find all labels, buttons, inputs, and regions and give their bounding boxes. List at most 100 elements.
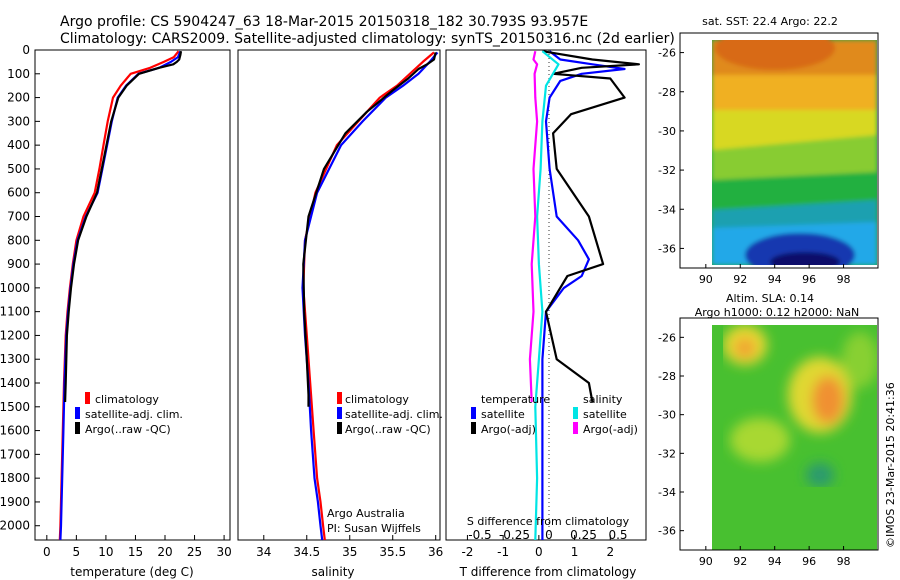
x-tick-label: -1 bbox=[497, 545, 509, 559]
legend-satellite-label: satellite-adj. clim. bbox=[345, 408, 443, 421]
legend-salinity-title: salinity bbox=[583, 393, 623, 406]
x-tick-label: 34.5 bbox=[293, 545, 320, 559]
temperature-axes-frame bbox=[34, 49, 231, 541]
x-tick-label: 0 bbox=[43, 545, 51, 559]
t-difference-ticks: -2 -1 0 1 2 bbox=[461, 535, 614, 559]
legend-argo-label: Argo(..raw -QC) bbox=[345, 423, 431, 436]
x-tick-label: 35.5 bbox=[379, 545, 406, 559]
x-tick-label: 15 bbox=[128, 545, 143, 559]
temperature-ticks: 0 5 10 15 20 25 30 bbox=[43, 535, 232, 559]
map-x-tick-label: 96 bbox=[802, 273, 816, 286]
depth-tick-label: 1900 bbox=[0, 495, 30, 509]
legend-argo-label: Argo(..raw -QC) bbox=[85, 423, 171, 436]
depth-ticks: 0 100 200 300 400 500 600 700 800 900 1000 1100 1200… bbox=[0, 43, 40, 533]
map-y-tick-label: -34 bbox=[658, 486, 676, 499]
map-x-tick-label: 96 bbox=[802, 555, 816, 568]
legend-satellite-swatch bbox=[75, 407, 80, 419]
credit-argo-australia: Argo Australia bbox=[327, 507, 405, 520]
legend-argo-swatch bbox=[75, 422, 80, 434]
x-tick-label: 1 bbox=[571, 545, 579, 559]
salinity-ticks: 34 34.5 35 35.5 36 bbox=[256, 535, 443, 559]
depth-tick-label: 1200 bbox=[0, 328, 30, 342]
series-line-satellite-adj-clim bbox=[301, 51, 439, 541]
sst-map-panel: sat. SST: 22.4 Argo: 22.2 90 92 94 96 98 -26 -… bbox=[658, 15, 879, 286]
sla-map-frame bbox=[679, 317, 879, 551]
depth-tick-label: 0 bbox=[22, 43, 30, 57]
s-diff-tick-label: 0.25 bbox=[570, 528, 597, 542]
sst-orange-band bbox=[712, 75, 877, 115]
depth-tick-label: 500 bbox=[7, 162, 30, 176]
sla-heatmap bbox=[712, 325, 877, 550]
legend-t-satellite-swatch bbox=[471, 407, 476, 419]
depth-tick-label: 300 bbox=[7, 114, 30, 128]
depth-tick-label: 800 bbox=[7, 233, 30, 247]
series-line-s-satellite bbox=[534, 50, 560, 541]
map-x-tick-label: 94 bbox=[768, 555, 782, 568]
map-y-tick-label: -36 bbox=[658, 242, 676, 255]
depth-tick-label: 1600 bbox=[0, 424, 30, 438]
map-y-tick-label: -32 bbox=[658, 164, 676, 177]
salinity-lines bbox=[301, 51, 439, 541]
sla-map-ticks: 90 92 94 96 98 -26 -28 -30 -32 -34 -36 bbox=[658, 331, 851, 568]
map-x-tick-label: 94 bbox=[768, 273, 782, 286]
map-y-tick-label: -36 bbox=[658, 525, 676, 538]
difference-panel: -2 -1 0 1 2 -0.5 -0.25 0 0.25 0.5 S difference f… bbox=[445, 49, 647, 579]
map-x-tick-label: 90 bbox=[699, 273, 713, 286]
map-x-tick-label: 92 bbox=[733, 273, 747, 286]
depth-tick-label: 1500 bbox=[0, 400, 30, 414]
x-tick-label: 0 bbox=[535, 545, 543, 559]
legend-satellite-swatch bbox=[337, 407, 342, 419]
salinity-panel: 34 34.5 35 35.5 36 salinity climatology sate… bbox=[237, 49, 443, 579]
header-line2: Climatology: CARS2009. Satellite-adjuste… bbox=[60, 31, 675, 47]
sst-map-ticks: 90 92 94 96 98 -26 -28 -30 -32 -34 -36 bbox=[658, 47, 851, 286]
x-tick-label: 30 bbox=[216, 545, 231, 559]
legend-s-argo-swatch bbox=[573, 422, 578, 434]
x-tick-label: 20 bbox=[157, 545, 172, 559]
series-line-argo-raw-qc bbox=[64, 51, 183, 403]
x-tick-label: 36 bbox=[428, 545, 443, 559]
depth-tick-label: 1800 bbox=[0, 471, 30, 485]
map-x-tick-label: 98 bbox=[837, 555, 851, 568]
salinity-legend: climatology satellite-adj. clim. Argo(..… bbox=[337, 392, 443, 436]
map-x-tick-label: 98 bbox=[837, 273, 851, 286]
x-tick-label: -2 bbox=[461, 545, 473, 559]
sla-orange-patch-nw bbox=[735, 338, 755, 358]
legend-climatology-swatch bbox=[85, 392, 90, 404]
legend-temperature-title: temperature bbox=[481, 393, 550, 406]
temperature-panel: 0100200300400500600700800900100011001200… bbox=[0, 43, 232, 579]
difference-legend: temperature satellite Argo(-adj) salinit… bbox=[471, 393, 638, 436]
map-y-tick-label: -30 bbox=[658, 409, 676, 422]
sla-map-panel: Altim. SLA: 0.14 Argo h1000: 0.12 h2000:… bbox=[658, 292, 879, 568]
depth-tick-label: 1300 bbox=[0, 352, 30, 366]
sla-orange-patch-east bbox=[812, 376, 844, 424]
depth-tick-label: 600 bbox=[7, 186, 30, 200]
legend-s-satellite-label: satellite bbox=[583, 408, 627, 421]
depth-tick-label: 100 bbox=[7, 67, 30, 81]
x-tick-label: 10 bbox=[98, 545, 113, 559]
sst-warmest-patch bbox=[715, 40, 835, 70]
map-y-tick-label: -26 bbox=[658, 47, 676, 60]
s-diff-tick-label: -0.25 bbox=[499, 528, 530, 542]
s-diff-tick-label: 0 bbox=[545, 528, 553, 542]
map-y-tick-label: -34 bbox=[658, 203, 676, 216]
depth-tick-label: 1400 bbox=[0, 376, 30, 390]
sla-lime-patch-ne bbox=[842, 332, 877, 388]
x-tick-label: 35 bbox=[342, 545, 357, 559]
imos-credit: ©IMOS 23-Mar-2015 20:41:36 bbox=[884, 382, 897, 548]
x-tick-label: 5 bbox=[73, 545, 81, 559]
map-y-tick-label: -32 bbox=[658, 447, 676, 460]
legend-t-argo-label: Argo(-adj) bbox=[481, 423, 536, 436]
series-line-t-argo-adj bbox=[542, 50, 641, 403]
map-x-tick-label: 90 bbox=[699, 555, 713, 568]
legend-t-argo-swatch bbox=[471, 422, 476, 434]
depth-tick-label: 900 bbox=[7, 257, 30, 271]
temperature-xlabel: temperature (deg C) bbox=[70, 565, 193, 579]
depth-tick-label: 1100 bbox=[0, 305, 30, 319]
depth-tick-label: 700 bbox=[7, 210, 30, 224]
series-line-t-satellite bbox=[541, 50, 626, 540]
sst-map-title: sat. SST: 22.4 Argo: 22.2 bbox=[702, 15, 838, 28]
difference-axes-frame bbox=[445, 49, 647, 541]
salinity-axes-frame bbox=[237, 49, 441, 541]
depth-tick-label: 400 bbox=[7, 138, 30, 152]
